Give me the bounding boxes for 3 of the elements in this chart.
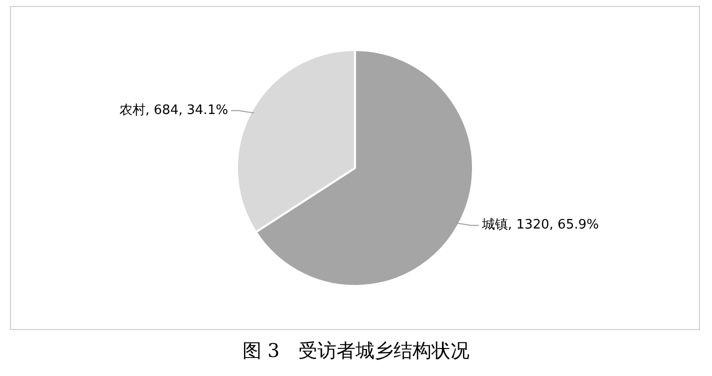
slice-label: 城镇, 1320, 65.9%	[480, 218, 599, 233]
text: 图 3 受访者城乡结构状况	[241, 339, 471, 364]
slice-label: 农村, 684, 34.1%	[119, 103, 228, 118]
